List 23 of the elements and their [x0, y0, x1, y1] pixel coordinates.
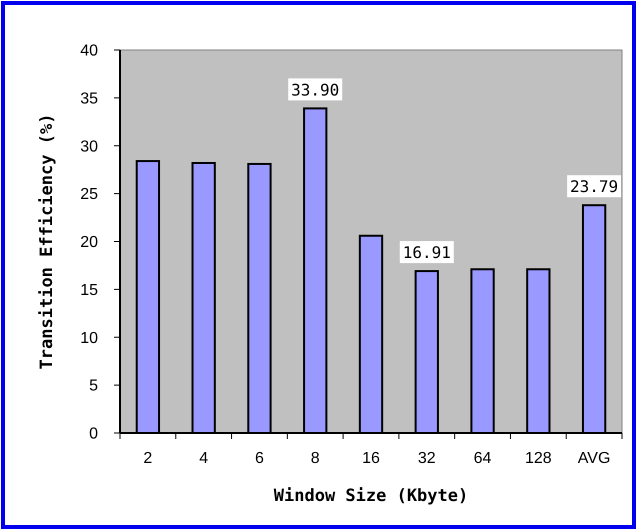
- x-tick-label: AVG: [578, 450, 610, 467]
- y-tick-label: 40: [80, 42, 98, 60]
- data-label: 33.90: [291, 80, 340, 100]
- x-tick-label: 128: [524, 450, 552, 467]
- y-tick-label: 0: [89, 426, 98, 443]
- y-tick-label: 5: [89, 378, 98, 395]
- x-tick-label: 16: [362, 450, 380, 467]
- data-label: 23.79: [570, 177, 618, 196]
- x-axis-title: Window Size (Kbyte): [274, 486, 468, 506]
- y-axis-title: Transition Efficiency (%): [37, 114, 57, 370]
- x-tick-label: 6: [254, 450, 264, 467]
- y-tick-label: 10: [80, 330, 98, 347]
- x-tick-label: 4: [199, 450, 208, 467]
- y-tick-label: 35: [80, 90, 98, 108]
- x-tick-label: 32: [418, 450, 436, 467]
- y-tick-label: 20: [80, 234, 98, 252]
- y-tick-label: 30: [80, 138, 98, 156]
- data-label: 16.91: [402, 243, 451, 262]
- x-tick-label: 2: [143, 450, 152, 467]
- y-tick-label: 25: [80, 186, 98, 204]
- x-tick-label: 64: [474, 450, 492, 467]
- x-tick-label: 8: [310, 450, 320, 467]
- y-tick-label: 15: [80, 282, 98, 299]
